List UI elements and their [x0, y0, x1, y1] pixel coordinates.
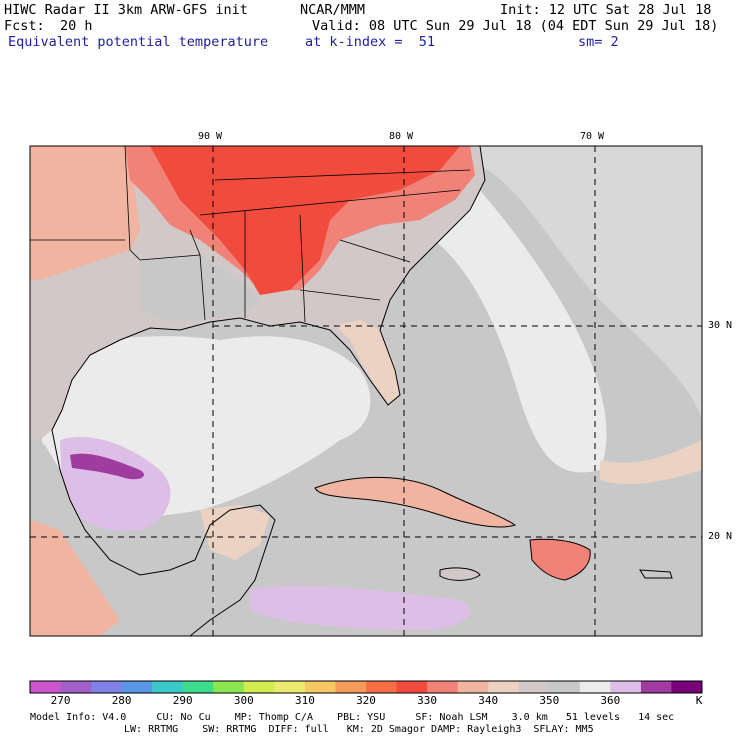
lon-label-90w: 90 W: [198, 131, 223, 142]
colorbar-swatch: [457, 681, 489, 693]
lon-label-80w: 80 W: [389, 131, 414, 142]
coastline: [51, 146, 486, 636]
colorbar-swatch: [366, 681, 398, 693]
latlon-grid: [30, 146, 702, 636]
colorbar-tick-label: 280: [111, 694, 132, 707]
colorbar-swatch: [121, 681, 153, 693]
colorbar-swatch: [91, 681, 123, 693]
map-frame: [29, 145, 703, 637]
field-name: Equivalent potential temperature: [8, 34, 269, 50]
map-field: [30, 146, 702, 636]
colorbar-swatch: [274, 681, 306, 693]
jamaica-coast: [439, 567, 481, 581]
colorbar-tick-label: 310: [294, 694, 315, 707]
caribbean-lilac: [250, 585, 470, 630]
mexico-salmon: [30, 520, 120, 636]
hispaniola: [530, 539, 591, 580]
colorbar-swatch: [60, 681, 92, 693]
colorbar-swatch: [488, 681, 520, 693]
model-title: HIWC Radar II 3km ARW-GFS init: [4, 2, 248, 18]
valid-time: Valid: 08 UTC Sun 29 Jul 18 (04 EDT Sun …: [312, 18, 719, 34]
colorbar-frame: [29, 680, 703, 694]
model-info-line: Model Info: V4.0 CU: No Cu MP: Thomp C/A…: [30, 712, 675, 723]
colorbar-swatch: [396, 681, 428, 693]
colorbar-swatch: [304, 681, 336, 693]
colorbar-swatch: [518, 681, 550, 693]
cuba-coast: [314, 476, 517, 528]
colorbar-swatch: [335, 681, 367, 693]
colorbar: [29, 680, 703, 694]
colorbar-tick-label: 320: [356, 694, 376, 707]
forecast-label: Fcst:: [4, 18, 45, 34]
colorbar-tick-label: 270: [50, 694, 71, 707]
smoothing-label: sm= 2: [578, 34, 619, 50]
colorbar-tick-label: 350: [539, 694, 560, 707]
lat-label-20n: 20 N: [708, 531, 733, 542]
colorbar-swatch: [152, 681, 184, 693]
state-borders: [30, 146, 471, 323]
jamaica: [440, 567, 480, 581]
cuba: [315, 477, 515, 527]
colorbar-units: K: [695, 694, 703, 707]
colorbar-swatch: [213, 681, 245, 693]
colorbar-swatch: [579, 681, 611, 693]
plains-salmon: [30, 146, 140, 280]
southeast-red: [150, 146, 460, 295]
colorbar-tick-label: 340: [478, 694, 499, 707]
atlantic-band: [600, 440, 702, 485]
colorbar-tick-label: 300: [233, 694, 254, 707]
colorbar-tick-label: 330: [417, 694, 438, 707]
colorbar-tick-label: 290: [172, 694, 193, 707]
colorbar-tick-label: 360: [600, 694, 621, 707]
org-label: NCAR/MMM: [300, 2, 366, 18]
colorbar-swatch: [671, 681, 703, 693]
init-time: Init: 12 UTC Sat 28 Jul 18: [500, 2, 712, 18]
puerto-rico-coast: [639, 569, 673, 579]
colorbar-swatch: [243, 681, 275, 693]
colorbar-swatch: [610, 681, 642, 693]
colorbar-swatch: [182, 681, 214, 693]
atlantic-light: [470, 146, 702, 420]
colorbar-swatch: [427, 681, 459, 693]
gulf-purple: [70, 453, 145, 480]
hispaniola-coast: [529, 538, 591, 581]
forecast-hours: 20 h: [60, 18, 93, 34]
lon-label-70w: 70 W: [580, 131, 605, 142]
colorbar-swatch: [640, 681, 672, 693]
level-label: at k-index = 51: [305, 34, 436, 50]
colorbar-swatch: [30, 681, 62, 693]
colorbar-swatch: [549, 681, 581, 693]
lat-label-30n: 30 N: [708, 320, 733, 331]
physics-info-line: LW: RRTMG SW: RRTMG DIFF: full KM: 2D Sm…: [124, 724, 594, 735]
gulf-coast-grey: [140, 255, 260, 322]
